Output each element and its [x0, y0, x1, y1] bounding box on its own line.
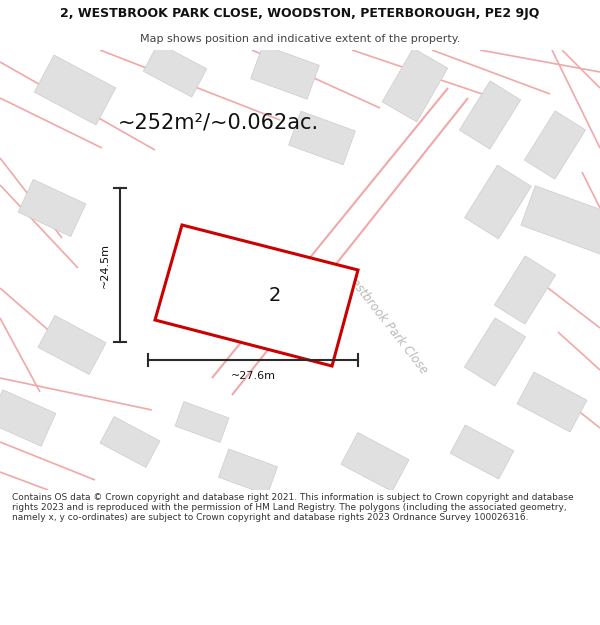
Polygon shape	[450, 425, 514, 479]
Text: ~252m²/~0.062ac.: ~252m²/~0.062ac.	[118, 112, 319, 132]
Polygon shape	[34, 55, 116, 125]
Polygon shape	[175, 402, 229, 442]
Polygon shape	[251, 45, 319, 99]
Polygon shape	[341, 432, 409, 491]
Polygon shape	[155, 225, 358, 366]
Text: ~24.5m: ~24.5m	[100, 242, 110, 288]
Polygon shape	[460, 81, 521, 149]
Polygon shape	[18, 179, 86, 237]
Polygon shape	[289, 111, 355, 165]
Polygon shape	[517, 372, 587, 432]
Polygon shape	[218, 449, 278, 495]
Polygon shape	[382, 48, 448, 122]
Text: 2: 2	[269, 286, 281, 305]
Polygon shape	[521, 186, 600, 254]
Polygon shape	[143, 43, 207, 97]
Text: Map shows position and indicative extent of the property.: Map shows position and indicative extent…	[140, 34, 460, 44]
Text: Contains OS data © Crown copyright and database right 2021. This information is : Contains OS data © Crown copyright and d…	[12, 492, 574, 522]
Text: ~27.6m: ~27.6m	[230, 371, 275, 381]
Polygon shape	[464, 318, 526, 386]
Text: 2, WESTBROOK PARK CLOSE, WOODSTON, PETERBOROUGH, PE2 9JQ: 2, WESTBROOK PARK CLOSE, WOODSTON, PETER…	[61, 8, 539, 21]
Polygon shape	[38, 316, 106, 374]
Polygon shape	[524, 111, 586, 179]
Polygon shape	[494, 256, 556, 324]
Polygon shape	[464, 165, 532, 239]
Polygon shape	[100, 416, 160, 468]
Text: Westbrook Park Close: Westbrook Park Close	[340, 268, 430, 377]
Polygon shape	[0, 390, 56, 446]
